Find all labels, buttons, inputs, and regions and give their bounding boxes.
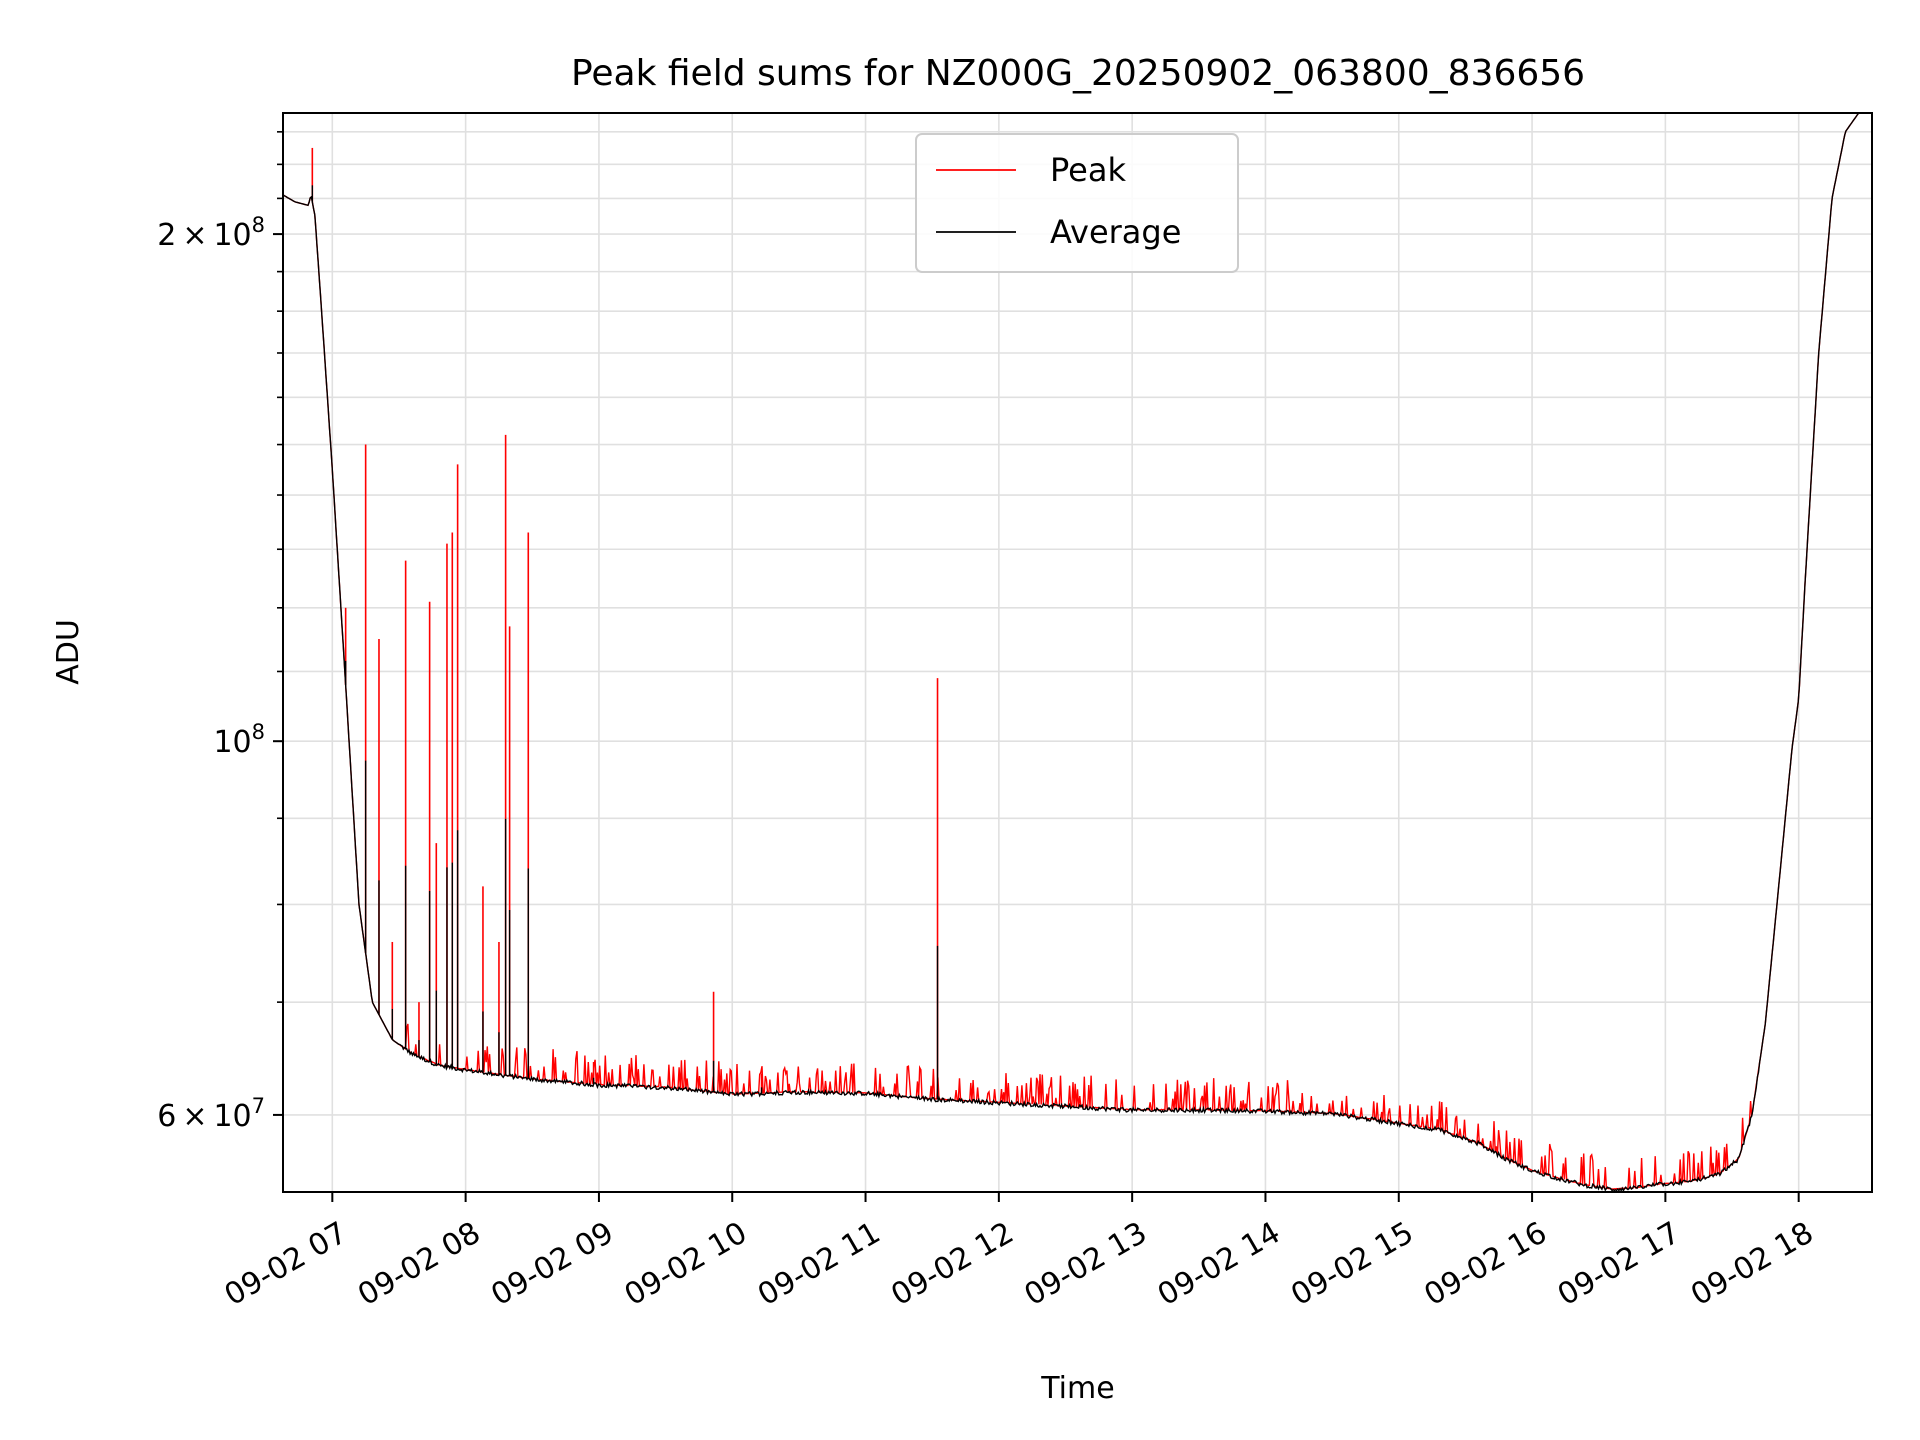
- legend-box: [915, 133, 1239, 273]
- y-tick-label: 6 × 107: [157, 1094, 265, 1134]
- chart-title: Peak field sums for NZ000G_20250902_0638…: [571, 53, 1585, 94]
- legend-label-average: Average: [1050, 213, 1181, 251]
- x-axis-label: Time: [1040, 1371, 1114, 1406]
- y-axis: 6 × 107 108 2 × 108: [157, 131, 283, 1134]
- plot-area-frame: [282, 112, 1873, 1193]
- y-tick-label: 108: [213, 720, 265, 760]
- series-average-line: [283, 113, 1872, 1192]
- y-tick-label: 2 × 108: [157, 213, 265, 253]
- legend-label-peak: Peak: [1050, 151, 1126, 189]
- series-layer: [283, 113, 1872, 1192]
- y-axis-label: ADU: [51, 619, 86, 685]
- legend: Peak Average: [915, 133, 1239, 273]
